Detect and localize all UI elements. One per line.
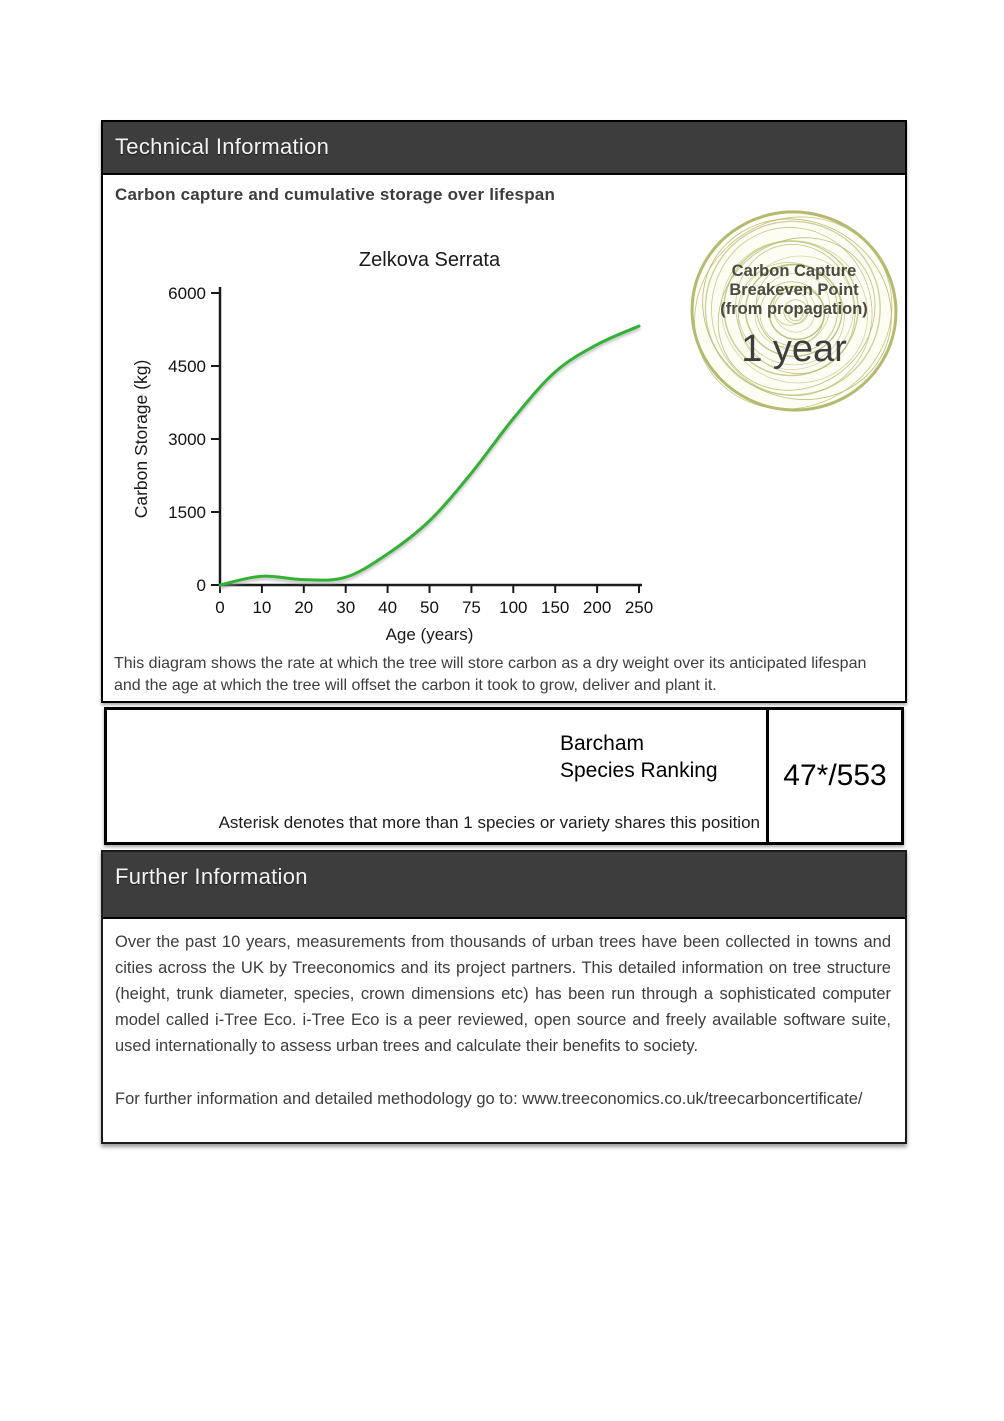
breakeven-caption-line3: (from propagation) xyxy=(720,300,868,318)
svg-text:20: 20 xyxy=(294,598,313,617)
ranking-org: Barcham xyxy=(560,732,645,755)
species-ranking-value-cell: 47*/553 xyxy=(766,710,901,842)
further-information-header-bar: Further Information xyxy=(103,852,905,919)
svg-text:0: 0 xyxy=(197,576,206,595)
svg-text:3000: 3000 xyxy=(168,430,206,449)
breakeven-badge-caption: Carbon Capture Breakeven Point (from pro… xyxy=(683,262,905,319)
svg-text:4500: 4500 xyxy=(168,357,206,376)
svg-text:100: 100 xyxy=(499,598,527,617)
svg-text:250: 250 xyxy=(625,598,653,617)
ranking-value: 47*/553 xyxy=(783,759,887,792)
ranking-asterisk-note: Asterisk denotes that more than 1 specie… xyxy=(218,813,760,832)
technical-information-title: Technical Information xyxy=(115,134,330,159)
further-information-title: Further Information xyxy=(115,864,308,889)
methodology-link-line: For further information and detailed met… xyxy=(115,1090,863,1108)
svg-text:10: 10 xyxy=(252,598,271,617)
technical-information-section: Technical Information Carbon capture and… xyxy=(101,120,907,703)
breakeven-caption-line2: Breakeven Point xyxy=(729,281,859,299)
carbon-storage-line-chart: Zelkova Serrata Carbon Storage (kg) Age (y… xyxy=(131,249,653,644)
svg-text:50: 50 xyxy=(420,598,439,617)
svg-text:200: 200 xyxy=(583,598,611,617)
species-ranking-title: Barcham Species Ranking xyxy=(560,730,718,784)
svg-text:0: 0 xyxy=(215,598,224,617)
carbon-storage-chart: Zelkova Serrata Carbon Storage (kg) Age (y… xyxy=(131,238,671,653)
chart-section-heading: Carbon capture and cumulative storage ov… xyxy=(115,185,556,204)
svg-text:Zelkova Serrata: Zelkova Serrata xyxy=(359,249,501,271)
tree-rings-icon xyxy=(690,210,898,412)
ranking-label: Species Ranking xyxy=(560,759,718,782)
breakeven-value: 1 year xyxy=(741,328,847,370)
species-ranking-left-cell: Barcham Species Ranking Asterisk denotes… xyxy=(107,710,766,842)
further-information-body: Over the past 10 years, measurements fro… xyxy=(115,929,891,1112)
species-ranking-box: Barcham Species Ranking Asterisk denotes… xyxy=(104,707,904,845)
chart-description: This diagram shows the rate at which the… xyxy=(114,655,867,694)
svg-text:40: 40 xyxy=(378,598,397,617)
breakeven-caption-line1: Carbon Capture xyxy=(731,262,857,280)
svg-text:30: 30 xyxy=(336,598,355,617)
technical-information-header-bar: Technical Information xyxy=(103,122,905,175)
svg-text:1500: 1500 xyxy=(168,503,206,522)
svg-text:Age (years): Age (years) xyxy=(386,625,474,644)
svg-text:150: 150 xyxy=(541,598,569,617)
svg-text:75: 75 xyxy=(462,598,481,617)
svg-text:6000: 6000 xyxy=(168,284,206,303)
further-information-paragraph: Over the past 10 years, measurements fro… xyxy=(115,933,891,1055)
breakeven-badge: Carbon Capture Breakeven Point (from pro… xyxy=(683,204,905,422)
further-information-section: Further Information Over the past 10 yea… xyxy=(101,850,907,1144)
svg-text:Carbon Storage (kg): Carbon Storage (kg) xyxy=(131,360,151,519)
